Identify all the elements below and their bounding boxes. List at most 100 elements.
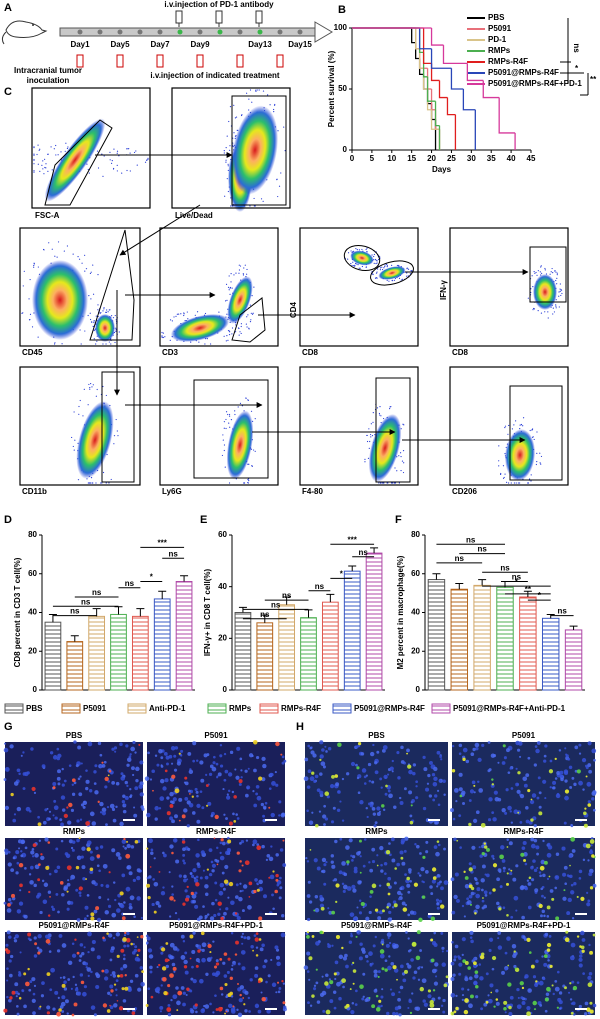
nucleus bbox=[189, 989, 192, 992]
nucleus bbox=[201, 806, 204, 809]
y-tick-label: 0 bbox=[343, 145, 348, 154]
nucleus bbox=[407, 965, 411, 969]
nucleus bbox=[253, 839, 258, 844]
nucleus bbox=[347, 886, 352, 891]
stain-spot bbox=[235, 953, 237, 955]
nucleus bbox=[313, 780, 316, 783]
stain-spot bbox=[468, 823, 471, 826]
event-dot bbox=[67, 146, 68, 147]
nucleus bbox=[200, 877, 203, 880]
nucleus bbox=[442, 999, 445, 1002]
event-dot bbox=[101, 482, 102, 483]
event-dot bbox=[43, 249, 44, 250]
nucleus bbox=[392, 760, 394, 762]
stain-spot bbox=[422, 895, 426, 899]
stain-spot bbox=[90, 916, 94, 920]
nucleus bbox=[275, 771, 277, 773]
micrograph-label: RMPs bbox=[365, 827, 388, 836]
nucleus bbox=[272, 983, 276, 987]
legend-swatch bbox=[128, 704, 146, 713]
nucleus bbox=[235, 895, 239, 899]
nucleus bbox=[527, 757, 530, 760]
nucleus bbox=[13, 857, 16, 860]
day-label: Day15 bbox=[288, 40, 312, 49]
event-dot bbox=[78, 479, 79, 480]
stain-spot bbox=[253, 890, 256, 893]
stain-spot bbox=[331, 911, 335, 915]
nucleus bbox=[549, 935, 552, 938]
nucleus bbox=[111, 748, 114, 751]
nucleus bbox=[414, 843, 416, 845]
nucleus bbox=[19, 889, 21, 891]
nucleus bbox=[436, 902, 439, 905]
nucleus bbox=[362, 973, 365, 976]
event-dot bbox=[107, 311, 108, 312]
nucleus bbox=[127, 757, 131, 761]
stain-spot bbox=[386, 883, 390, 887]
nucleus bbox=[466, 897, 469, 900]
error-bar bbox=[158, 591, 166, 599]
event-dot bbox=[247, 482, 248, 483]
stain-spot bbox=[316, 969, 318, 971]
nucleus bbox=[244, 770, 247, 773]
event-dot bbox=[380, 269, 381, 270]
stain-spot bbox=[446, 975, 449, 978]
nucleus bbox=[184, 782, 186, 784]
stain-spot bbox=[531, 965, 535, 969]
nucleus bbox=[435, 852, 440, 857]
stain-spot bbox=[169, 973, 174, 978]
nucleus bbox=[401, 862, 405, 866]
nucleus bbox=[547, 915, 550, 918]
nucleus bbox=[422, 756, 425, 759]
nucleus bbox=[365, 955, 368, 958]
event-dot bbox=[145, 162, 146, 163]
stain-spot bbox=[67, 891, 69, 893]
nucleus bbox=[527, 880, 529, 882]
nucleus bbox=[317, 867, 321, 871]
nucleus bbox=[183, 808, 187, 812]
stain-spot bbox=[319, 931, 323, 935]
event-dot bbox=[233, 105, 234, 106]
event-dot bbox=[541, 456, 542, 457]
nucleus bbox=[79, 775, 81, 777]
event-dot bbox=[91, 322, 92, 323]
stain-spot bbox=[565, 937, 570, 942]
nucleus bbox=[408, 790, 412, 794]
event-dot bbox=[226, 300, 227, 301]
event-dot bbox=[406, 276, 407, 277]
nucleus bbox=[539, 981, 544, 986]
nucleus bbox=[115, 806, 117, 808]
nucleus bbox=[177, 761, 181, 765]
nucleus bbox=[502, 859, 506, 863]
event-dot bbox=[352, 262, 353, 263]
stain-spot bbox=[123, 838, 125, 840]
event-dot bbox=[536, 453, 537, 454]
nucleus bbox=[212, 864, 216, 868]
event-dot bbox=[559, 306, 560, 307]
nucleus bbox=[429, 794, 432, 797]
nucleus bbox=[196, 804, 200, 808]
nucleus bbox=[80, 973, 83, 976]
bar bbox=[257, 623, 273, 690]
nucleus bbox=[192, 741, 196, 745]
nucleus bbox=[387, 877, 391, 881]
nucleus bbox=[255, 1004, 259, 1008]
stain-spot bbox=[207, 944, 211, 948]
nucleus bbox=[369, 869, 373, 873]
nucleus bbox=[270, 773, 273, 776]
nucleus bbox=[323, 805, 326, 808]
stain-spot bbox=[109, 871, 111, 873]
nucleus bbox=[400, 964, 404, 968]
nucleus bbox=[100, 845, 103, 848]
event-dot bbox=[411, 270, 412, 271]
nucleus bbox=[129, 871, 133, 875]
stain-spot bbox=[47, 972, 51, 976]
event-dot bbox=[402, 460, 403, 461]
nucleus bbox=[62, 784, 65, 787]
nucleus bbox=[462, 937, 466, 941]
event-dot bbox=[102, 343, 103, 344]
stain-spot bbox=[176, 1009, 178, 1011]
survival-step bbox=[499, 98, 515, 133]
event-dot bbox=[239, 335, 240, 336]
nucleus bbox=[205, 876, 209, 880]
